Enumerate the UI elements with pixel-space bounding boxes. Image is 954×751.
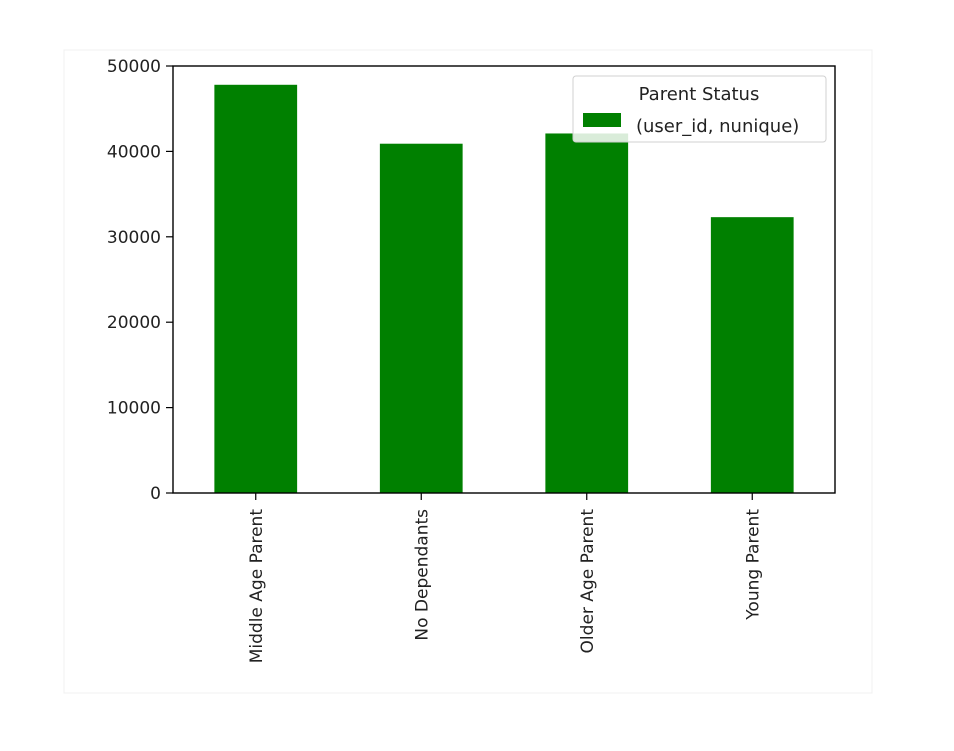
y-tick-label: 0: [150, 484, 161, 504]
y-tick-label: 30000: [107, 228, 161, 248]
y-tick-label: 10000: [107, 399, 161, 419]
bar-no-dependants: [379, 143, 463, 494]
bar-middle-age-parent: [214, 84, 298, 494]
bar-young-parent: [710, 217, 794, 493]
x-tick-label: Middle Age Parent: [247, 509, 267, 664]
y-tick-label: 20000: [107, 313, 161, 333]
axes-frame: [172, 65, 836, 494]
x-tick-label: No Dependants: [412, 509, 432, 641]
bars-layer: [214, 84, 794, 494]
y-tick-label: 40000: [107, 142, 161, 162]
y-axis-ticks: 0 10000 20000 30000 40000 50000: [107, 57, 173, 504]
legend-title: Parent Status: [639, 84, 760, 105]
bar-older-age-parent: [545, 133, 629, 493]
y-tick-label: 50000: [107, 57, 161, 77]
x-axis-ticks: Middle Age Parent No Dependants Older Age …: [247, 493, 763, 664]
legend-series-label: (user_id, nunique): [636, 116, 799, 137]
x-tick-label: Older Age Parent: [578, 509, 598, 654]
legend-swatch: [583, 113, 621, 127]
legend: Parent Status (user_id, nunique): [572, 75, 827, 143]
x-tick-label: Young Parent: [743, 509, 763, 621]
legend-box: [572, 75, 827, 143]
